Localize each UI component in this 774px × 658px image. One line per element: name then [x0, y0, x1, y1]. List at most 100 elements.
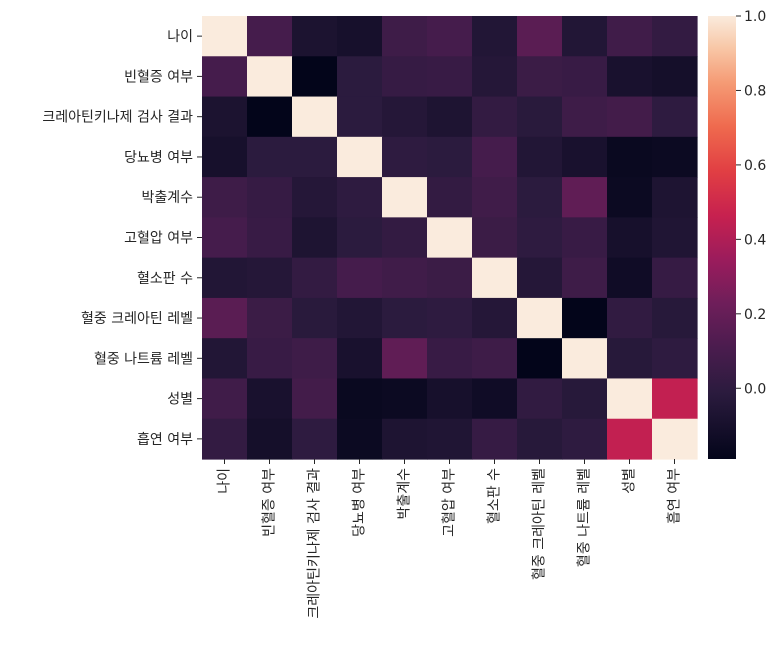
heatmap-cell [607, 257, 653, 299]
x-tick-label: 혈중 크레아틴 레벨 [532, 468, 548, 580]
heatmap-cell [427, 217, 473, 259]
y-tick-label: 당뇨병 여부 [124, 150, 193, 166]
heatmap-cell [337, 56, 383, 98]
heatmap-cell [652, 56, 698, 98]
heatmap-cell [382, 378, 428, 420]
heatmap-cell [607, 297, 653, 339]
heatmap-cell [202, 177, 248, 218]
heatmap-cell [202, 257, 248, 299]
heatmap-cell [472, 378, 518, 420]
heatmap-cell [427, 338, 473, 380]
heatmap-cell [292, 378, 338, 420]
heatmap-cell [337, 217, 383, 259]
heatmap-cell [652, 136, 698, 178]
heatmap-cell [652, 257, 698, 299]
heatmap-cell [472, 297, 518, 339]
heatmap-cell [292, 136, 338, 178]
colorbar-tick-label: 0.2 [744, 307, 766, 323]
heatmap-cell [472, 56, 518, 98]
y-tick-label: 성별 [167, 392, 193, 408]
heatmap-cell [382, 257, 428, 299]
y-tick-label: 혈중 크레아틴 레벨 [81, 311, 193, 327]
heatmap-cell [292, 177, 338, 218]
heatmap-cell [427, 56, 473, 98]
heatmap-cell [562, 177, 608, 218]
heatmap-cell [607, 96, 653, 138]
heatmap-cell [517, 96, 563, 138]
colorbar-tick-label: 0.6 [744, 158, 766, 174]
heatmap-cell [382, 136, 428, 178]
heatmap-cell [382, 217, 428, 259]
heatmap-cell [517, 418, 563, 460]
heatmap-cell [652, 177, 698, 218]
heatmap-cell [337, 177, 383, 218]
heatmap-cell [562, 257, 608, 299]
heatmap-cell [202, 217, 248, 259]
heatmap-cell [652, 338, 698, 380]
heatmap-cell [562, 418, 608, 460]
heatmap-cell [382, 177, 428, 218]
heatmap-cell [652, 16, 698, 57]
heatmap-cell [652, 418, 698, 460]
x-tick-label: 빈혈증 여부 [262, 468, 278, 537]
heatmap-cell [562, 378, 608, 420]
heatmap-cell [292, 56, 338, 98]
colorbar-gradient [708, 16, 736, 459]
heatmap-cell [472, 338, 518, 380]
y-tick-label: 혈소판 수 [137, 271, 193, 287]
heatmap-cell [337, 257, 383, 299]
heatmap-cell [607, 378, 653, 420]
y-tick-label: 흡연 여부 [137, 432, 193, 448]
heatmap-cell [562, 56, 608, 98]
heatmap-cell [562, 136, 608, 178]
heatmap-cell [517, 338, 563, 380]
colorbar: 1.0 0.8 0.6 0.4 0.2 0.0 [708, 9, 766, 459]
y-tick-label: 빈혈증 여부 [124, 69, 193, 85]
heatmap-cell [292, 16, 338, 57]
heatmap-cell [517, 378, 563, 420]
heatmap-cell [652, 297, 698, 339]
heatmap-cell [607, 338, 653, 380]
heatmap-cell [202, 96, 248, 138]
heatmap-cell [562, 16, 608, 57]
heatmap-cell [247, 418, 293, 460]
heatmap-cell [607, 16, 653, 57]
heatmap-cell [472, 96, 518, 138]
heatmap-cell [337, 16, 383, 57]
colorbar-tick-label: 0.4 [744, 232, 766, 248]
heatmap-cell [607, 177, 653, 218]
heatmap-cell [382, 297, 428, 339]
heatmap-cell [382, 56, 428, 98]
heatmap-cell [517, 136, 563, 178]
heatmap-cell [427, 297, 473, 339]
heatmap-cell [607, 136, 653, 178]
heatmap-cell [607, 56, 653, 98]
heatmap-cell [427, 378, 473, 420]
heatmap-cells [202, 16, 698, 460]
heatmap-cell [202, 56, 248, 98]
heatmap-cell [517, 217, 563, 259]
heatmap-cell [427, 96, 473, 138]
heatmap-cell [247, 217, 293, 259]
heatmap-cell [517, 257, 563, 299]
heatmap-cell [472, 136, 518, 178]
heatmap-cell [247, 16, 293, 57]
heatmap-cell [292, 418, 338, 460]
heatmap-cell [427, 177, 473, 218]
x-tick-label: 박출계수 [397, 468, 413, 520]
heatmap-cell [247, 297, 293, 339]
y-tick-label: 혈중 나트륨 레벨 [94, 351, 193, 367]
heatmap-cell [517, 177, 563, 218]
heatmap-cell [652, 378, 698, 420]
heatmap-cell [247, 378, 293, 420]
heatmap-cell [427, 418, 473, 460]
heatmap-cell [247, 136, 293, 178]
heatmap-cell [337, 96, 383, 138]
heatmap-cell [382, 96, 428, 138]
heatmap-cell [247, 177, 293, 218]
heatmap-cell [382, 16, 428, 57]
heatmap-cell [652, 96, 698, 138]
heatmap-cell [292, 217, 338, 259]
